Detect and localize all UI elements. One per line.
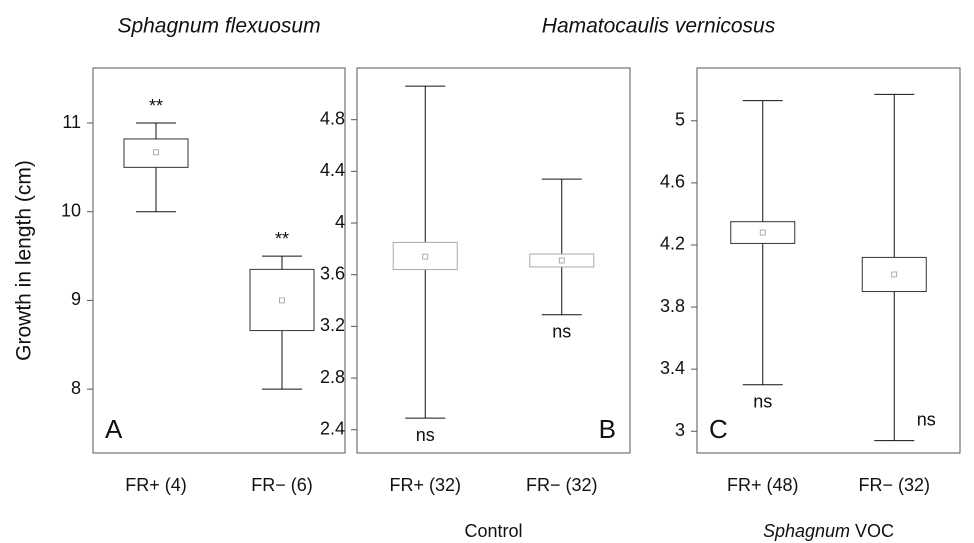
y-tick-label: 3.4 [660, 358, 685, 378]
annotation: ns [753, 391, 772, 411]
group-label-part: Sphagnum [763, 521, 850, 541]
annotation: ns [552, 322, 571, 342]
x-tick-label: FR+ (32) [389, 475, 461, 495]
annotation: ns [416, 425, 435, 445]
y-tick-label: 3.2 [320, 315, 345, 335]
y-tick-label: 8 [71, 378, 81, 398]
mean-marker [153, 149, 159, 156]
x-tick-label: FR+ (4) [125, 475, 187, 495]
y-tick-label: 9 [71, 289, 81, 309]
y-tick-label: 5 [675, 110, 685, 130]
y-tick-label: 4.6 [660, 172, 685, 192]
mean-marker [422, 253, 429, 260]
plot-frame [696, 67, 961, 454]
x-tick-label: FR+ (48) [727, 475, 799, 495]
group-label: Control [464, 521, 522, 541]
y-tick-label: 2.8 [320, 367, 345, 387]
panel-label: B [599, 414, 616, 444]
y-tick-label: 4 [335, 212, 345, 232]
plot-frame [92, 67, 346, 454]
x-tick-label: FR− (32) [858, 475, 930, 495]
annotation: ns [917, 409, 936, 429]
group-label-part: VOC [855, 521, 894, 541]
y-tick-label: 3.6 [320, 263, 345, 283]
mean-marker [891, 271, 898, 278]
annotation: ** [149, 96, 163, 116]
y-axis-label: Growth in length (cm) [13, 160, 36, 361]
group-label: Sphagnum VOC [763, 521, 894, 541]
y-tick-label: 4.8 [320, 108, 345, 128]
y-tick-label: 11 [62, 112, 81, 132]
y-tick-label: 4.4 [320, 160, 345, 180]
chart-title: Hamatocaulis vernicosus [542, 15, 776, 38]
panel-label: C [709, 414, 728, 444]
plot-frame [356, 67, 631, 454]
y-tick-label: 4.2 [660, 234, 685, 254]
group-label-part: Control [464, 521, 522, 541]
mean-marker [558, 257, 565, 264]
annotation: ** [275, 229, 289, 249]
panel-label: A [105, 414, 123, 444]
x-tick-label: FR− (6) [251, 475, 313, 495]
chart-title: Sphagnum flexuosum [117, 15, 320, 38]
y-tick-label: 3 [675, 420, 685, 440]
mean-marker [759, 229, 766, 236]
x-tick-label: FR− (32) [526, 475, 598, 495]
y-tick-label: 3.8 [660, 296, 685, 316]
mean-marker [279, 297, 285, 304]
y-tick-label: 2.4 [320, 418, 345, 438]
y-tick-label: 10 [61, 200, 81, 220]
